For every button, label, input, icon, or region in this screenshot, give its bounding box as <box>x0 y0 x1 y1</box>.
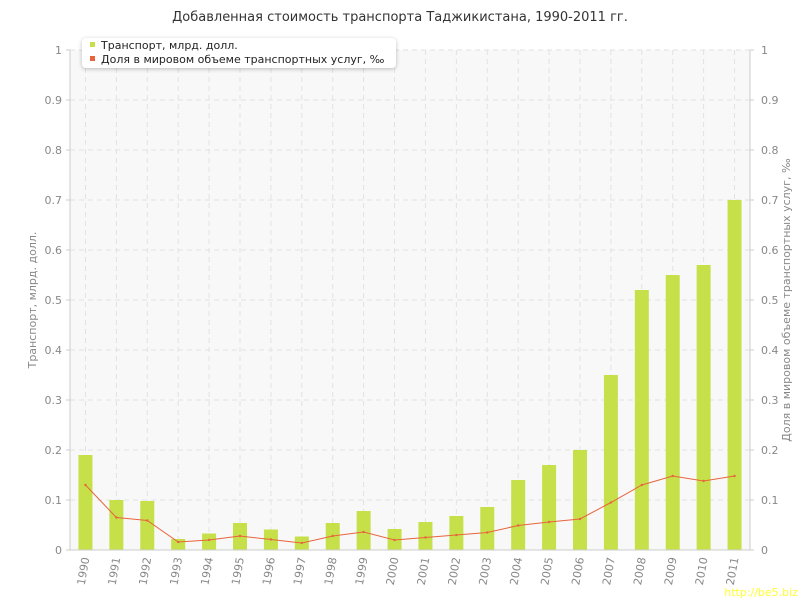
y2-tick-label: 0 <box>761 544 768 557</box>
y-tick-label: 0.3 <box>45 394 63 407</box>
x-tick-label: 1992 <box>137 556 155 586</box>
x-tick-label: 2007 <box>600 556 618 586</box>
line-point-2003[interactable] <box>486 531 489 534</box>
y2-tick-label: 0.5 <box>761 294 779 307</box>
y2-axis-title: Доля в мировом объеме транспортных услуг… <box>780 158 793 442</box>
line-point-2002[interactable] <box>455 533 458 537</box>
bar-2007[interactable] <box>603 375 618 550</box>
y-tick-label: 0.8 <box>45 144 63 157</box>
line-point-1990[interactable] <box>84 483 87 487</box>
line-point-1992[interactable] <box>146 519 149 522</box>
line-point-2004[interactable] <box>516 524 520 527</box>
chart-title: Добавленная стоимость транспорта Таджики… <box>172 10 628 25</box>
legend-label-bar: Транспорт, млрд. долл. <box>101 39 238 52</box>
x-tick-label: 1997 <box>291 556 309 586</box>
y-tick-label: 0.6 <box>45 244 63 257</box>
bar-2006[interactable] <box>573 450 587 550</box>
x-tick-label: 2005 <box>538 556 556 586</box>
x-tick-label: 1994 <box>198 556 216 586</box>
legend: Транспорт, млрд. долл. Доля в мировом об… <box>82 38 396 68</box>
x-tick-label: 2011 <box>724 556 742 586</box>
line-point-1994[interactable] <box>207 538 211 542</box>
line-point-2010[interactable] <box>702 479 705 483</box>
bar-1992[interactable] <box>140 501 155 550</box>
y2-tick-label: 0.2 <box>761 444 779 457</box>
x-tick-label: 2001 <box>415 556 433 586</box>
bar-1994[interactable] <box>202 533 217 551</box>
line-point-2008[interactable] <box>640 483 644 487</box>
y2-tick-label: 0.7 <box>761 194 779 207</box>
x-tick-label: 1998 <box>322 556 340 586</box>
x-tick-label: 1996 <box>260 556 278 586</box>
bar-1999[interactable] <box>356 511 371 550</box>
x-tick-label: 2006 <box>569 556 587 586</box>
y-tick-label: 0.7 <box>45 194 63 207</box>
x-tick-label: 2003 <box>477 556 495 586</box>
line-point-1997[interactable] <box>300 541 304 545</box>
y2-tick-label: 0.4 <box>761 344 779 357</box>
y-tick-label: 0.4 <box>45 344 63 357</box>
bar-2011[interactable] <box>727 200 742 550</box>
line-point-1993[interactable] <box>176 540 180 544</box>
x-tick-label: 2008 <box>631 556 649 586</box>
line-series <box>84 474 736 545</box>
x-tick-label: 2004 <box>507 556 525 586</box>
x-tick-label: 1990 <box>75 556 93 586</box>
line-point-1995[interactable] <box>238 534 242 538</box>
line-point-1991[interactable] <box>115 516 118 519</box>
y2-tick-label: 0.3 <box>761 394 779 407</box>
legend-item-line[interactable]: Доля в мировом объеме транспортных услуг… <box>90 53 384 67</box>
y-tick-label: 0.9 <box>45 94 63 107</box>
y2-tick-label: 0.8 <box>761 144 779 157</box>
x-tick-label: 2010 <box>693 556 711 586</box>
y2-tick-label: 0.1 <box>761 494 779 507</box>
x-tick-label: 2009 <box>662 556 680 586</box>
y-tick-label: 0.5 <box>45 294 63 307</box>
y2-tick-label: 0.6 <box>761 244 779 257</box>
y-tick-label: 1 <box>55 44 62 57</box>
y-tick-label: 0.1 <box>45 494 63 507</box>
x-tick-label: 1999 <box>353 556 371 586</box>
line-point-1999[interactable] <box>362 530 365 534</box>
y-tick-label: 0.2 <box>45 444 63 457</box>
y-axis-title: Транспорт, млрд. долл. <box>26 232 39 370</box>
bar-2010[interactable] <box>696 265 711 550</box>
bar-1990[interactable] <box>78 455 93 550</box>
axes: 0 0 0.1 0.1 0.2 0.2 0.3 0.3 0.4 0.4 0.5 0.5 0.6 0.6 0.… <box>45 44 779 586</box>
line-point-2000[interactable] <box>393 538 396 542</box>
line-point-2005[interactable] <box>547 520 551 524</box>
bar-2005[interactable] <box>542 465 557 550</box>
bar-2002[interactable] <box>449 516 464 550</box>
line-point-2009[interactable] <box>671 474 674 478</box>
x-tick-label: 1995 <box>229 556 247 586</box>
bar-1993[interactable] <box>171 539 186 550</box>
line-point-1996[interactable] <box>269 538 273 541</box>
legend-item-bar[interactable]: Транспорт, млрд. долл. <box>90 39 238 53</box>
line-point-2006[interactable] <box>578 517 582 521</box>
watermark-link[interactable]: http://be5.biz <box>724 586 798 599</box>
bar-2009[interactable] <box>665 275 680 550</box>
y2-tick-label: 1 <box>761 44 768 57</box>
bar-2001[interactable] <box>418 522 433 550</box>
bar-2004[interactable] <box>511 480 526 550</box>
line-point-2001[interactable] <box>424 536 427 539</box>
y2-tick-label: 0.9 <box>761 94 779 107</box>
legend-label-line: Доля в мировом объеме транспортных услуг… <box>101 53 385 66</box>
line-point-2007[interactable] <box>609 501 613 504</box>
x-tick-label: 1993 <box>167 556 185 586</box>
x-tick-label: 1991 <box>106 556 124 586</box>
bar-2003[interactable] <box>480 507 495 550</box>
line-point-1998[interactable] <box>331 534 334 538</box>
y-tick-label: 0 <box>55 544 62 557</box>
share-line[interactable] <box>85 475 735 544</box>
bar-series <box>78 200 742 551</box>
x-tick-label: 2002 <box>446 556 464 586</box>
legend-swatch-bar <box>90 42 95 47</box>
x-tick-label: 2000 <box>384 556 402 586</box>
legend-swatch-line <box>90 56 95 61</box>
bar-2008[interactable] <box>634 290 649 550</box>
line-point-2011[interactable] <box>733 474 736 478</box>
bar-1991[interactable] <box>109 500 124 550</box>
